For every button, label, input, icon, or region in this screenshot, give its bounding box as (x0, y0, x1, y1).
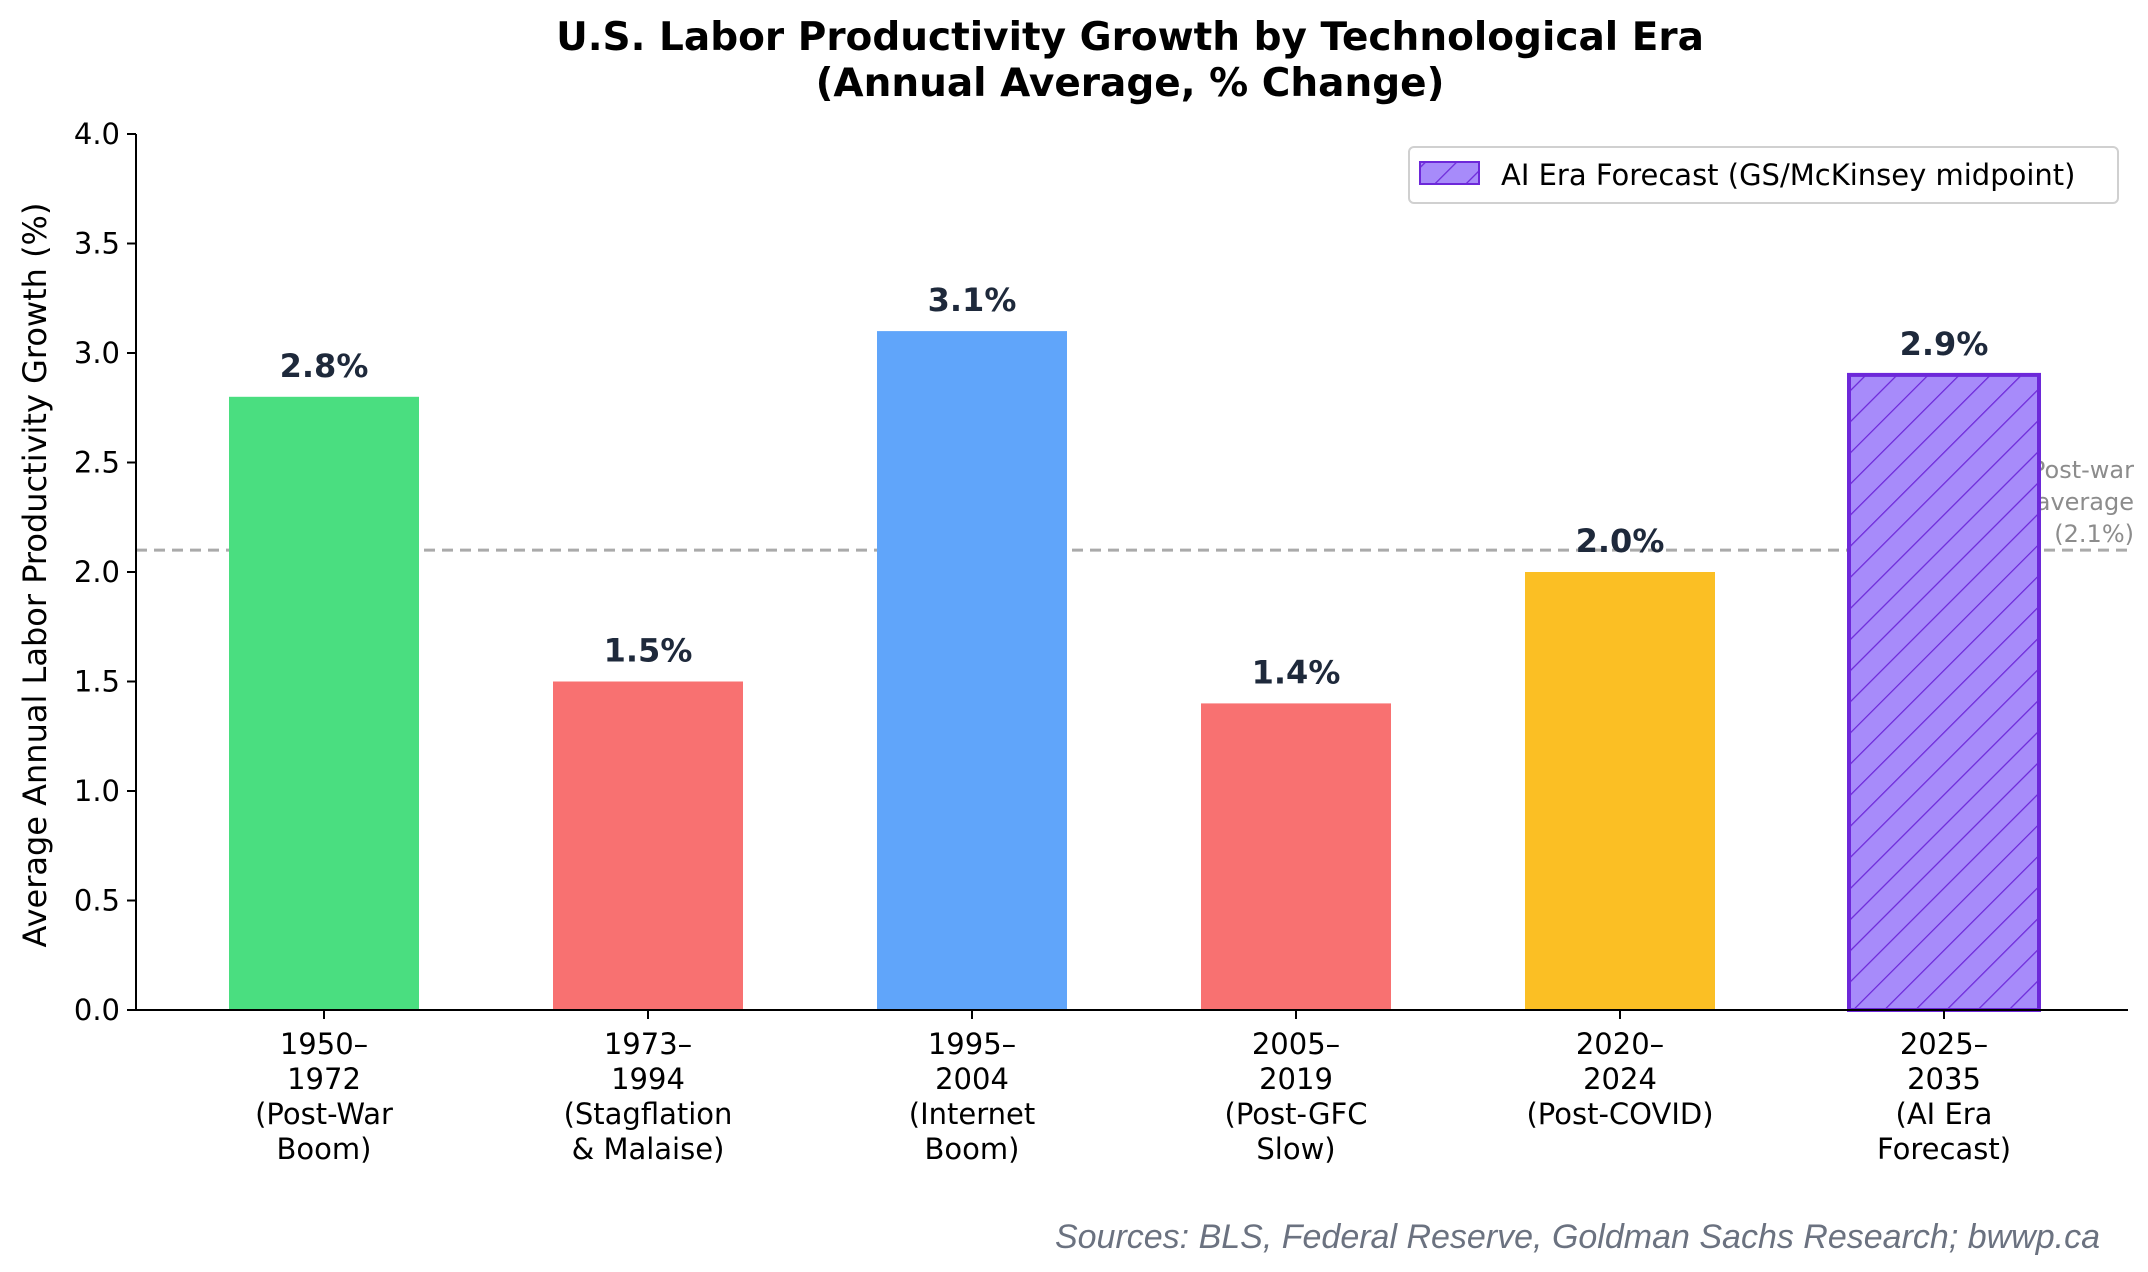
bar (1525, 572, 1715, 1010)
bar (553, 681, 743, 1010)
y-tick-label: 0.5 (74, 884, 120, 918)
y-tick-label: 1.0 (74, 774, 120, 808)
bar-value-label: 2.0% (1576, 522, 1665, 560)
x-tick-label: 2005– 2019 (Post-GFC Slow) (1225, 1027, 1368, 1166)
y-tick-label: 2.5 (74, 446, 120, 480)
x-tick-label-line: 1972 (287, 1062, 361, 1096)
x-tick-label-line: Boom) (277, 1132, 372, 1166)
x-tick-label-line: Forecast) (1877, 1132, 2011, 1166)
x-tick-label-line: 2024 (1583, 1062, 1657, 1096)
x-tick-label-line: 2020– (1576, 1027, 1664, 1061)
x-tick-label-line: (Post-COVID) (1526, 1097, 1713, 1131)
x-tick-label-line: Boom) (925, 1132, 1020, 1166)
x-tick-label-line: 1973– (604, 1027, 692, 1061)
chart-title: U.S. Labor Productivity Growth by Techno… (556, 15, 1704, 60)
x-tick-label-line: & Malaise) (572, 1132, 725, 1166)
bar (1201, 703, 1391, 1010)
x-tick-label-line: 1950– (280, 1027, 368, 1061)
source-note: Sources: BLS, Federal Reserve, Goldman S… (1055, 1218, 2100, 1256)
y-tick-label: 3.5 (74, 227, 120, 261)
x-tick-label-line: (AI Era (1896, 1097, 1993, 1131)
bar-value-label: 3.1% (928, 281, 1017, 319)
y-tick-label: 3.0 (74, 336, 120, 370)
x-tick-label-line: 1994 (611, 1062, 685, 1096)
x-tick-label: 2025– 2035 (AI Era Forecast) (1877, 1027, 2011, 1166)
bar (1847, 372, 2041, 1012)
chart-subtitle: (Annual Average, % Change) (816, 61, 1445, 106)
x-tick-label-line: Slow) (1256, 1132, 1335, 1166)
x-tick-label-line: (Post-War (255, 1097, 393, 1131)
bars-group: 2.8% 1.5% 3.1% 1.4% 2.0% 2.9% (229, 281, 2041, 1012)
reference-line-group: Post-war average (2.1%) (136, 456, 2134, 552)
bar-value-label: 1.4% (1252, 653, 1341, 691)
legend-swatch (1419, 161, 1480, 185)
x-tick-label-line: 2019 (1259, 1062, 1333, 1096)
reference-line-label: (2.1%) (2054, 520, 2134, 548)
legend-entry: AI Era Forecast (GS/McKinsey midpoint) (1501, 158, 2075, 192)
x-tick-label-line: 2035 (1907, 1062, 1981, 1096)
reference-line-label: average (2036, 488, 2134, 516)
x-tick-label-line: 2005– (1252, 1027, 1340, 1061)
x-tick-label-line: 1995– (928, 1027, 1016, 1061)
bar (229, 396, 419, 1010)
legend-frame (1408, 146, 2119, 204)
x-tick-label-line: 2025– (1900, 1027, 1988, 1061)
x-tick-label: 2020– 2024 (Post-COVID) (1526, 1027, 1713, 1131)
x-tick-label-line: (Post-GFC (1225, 1097, 1368, 1131)
x-tick-label: 1995– 2004 (Internet Boom) (909, 1027, 1035, 1166)
y-tick-label: 1.5 (74, 665, 120, 699)
bar (877, 331, 1067, 1011)
reference-line-label: Post-war (2031, 456, 2134, 484)
x-tick-label: 1973– 1994 (Stagflation & Malaise) (564, 1027, 733, 1166)
bar-value-label: 1.5% (604, 632, 693, 670)
y-axis-label: Average Annual Labor Productivity Growth… (16, 203, 54, 948)
bar-value-label: 2.8% (280, 347, 369, 385)
x-tick-label-line: 2004 (935, 1062, 1009, 1096)
bar-value-label: 2.9% (1900, 325, 1989, 363)
y-tick-label: 2.0 (74, 555, 120, 589)
y-tick-label: 4.0 (74, 117, 120, 151)
x-tick-label: 1950– 1972 (Post-War Boom) (255, 1027, 393, 1166)
x-tick-label-line: (Stagflation (564, 1097, 733, 1131)
y-tick-label: 0.0 (74, 993, 120, 1027)
x-tick-label-line: (Internet (909, 1097, 1035, 1131)
legend: AI Era Forecast (GS/McKinsey midpoint) (1408, 146, 2119, 204)
